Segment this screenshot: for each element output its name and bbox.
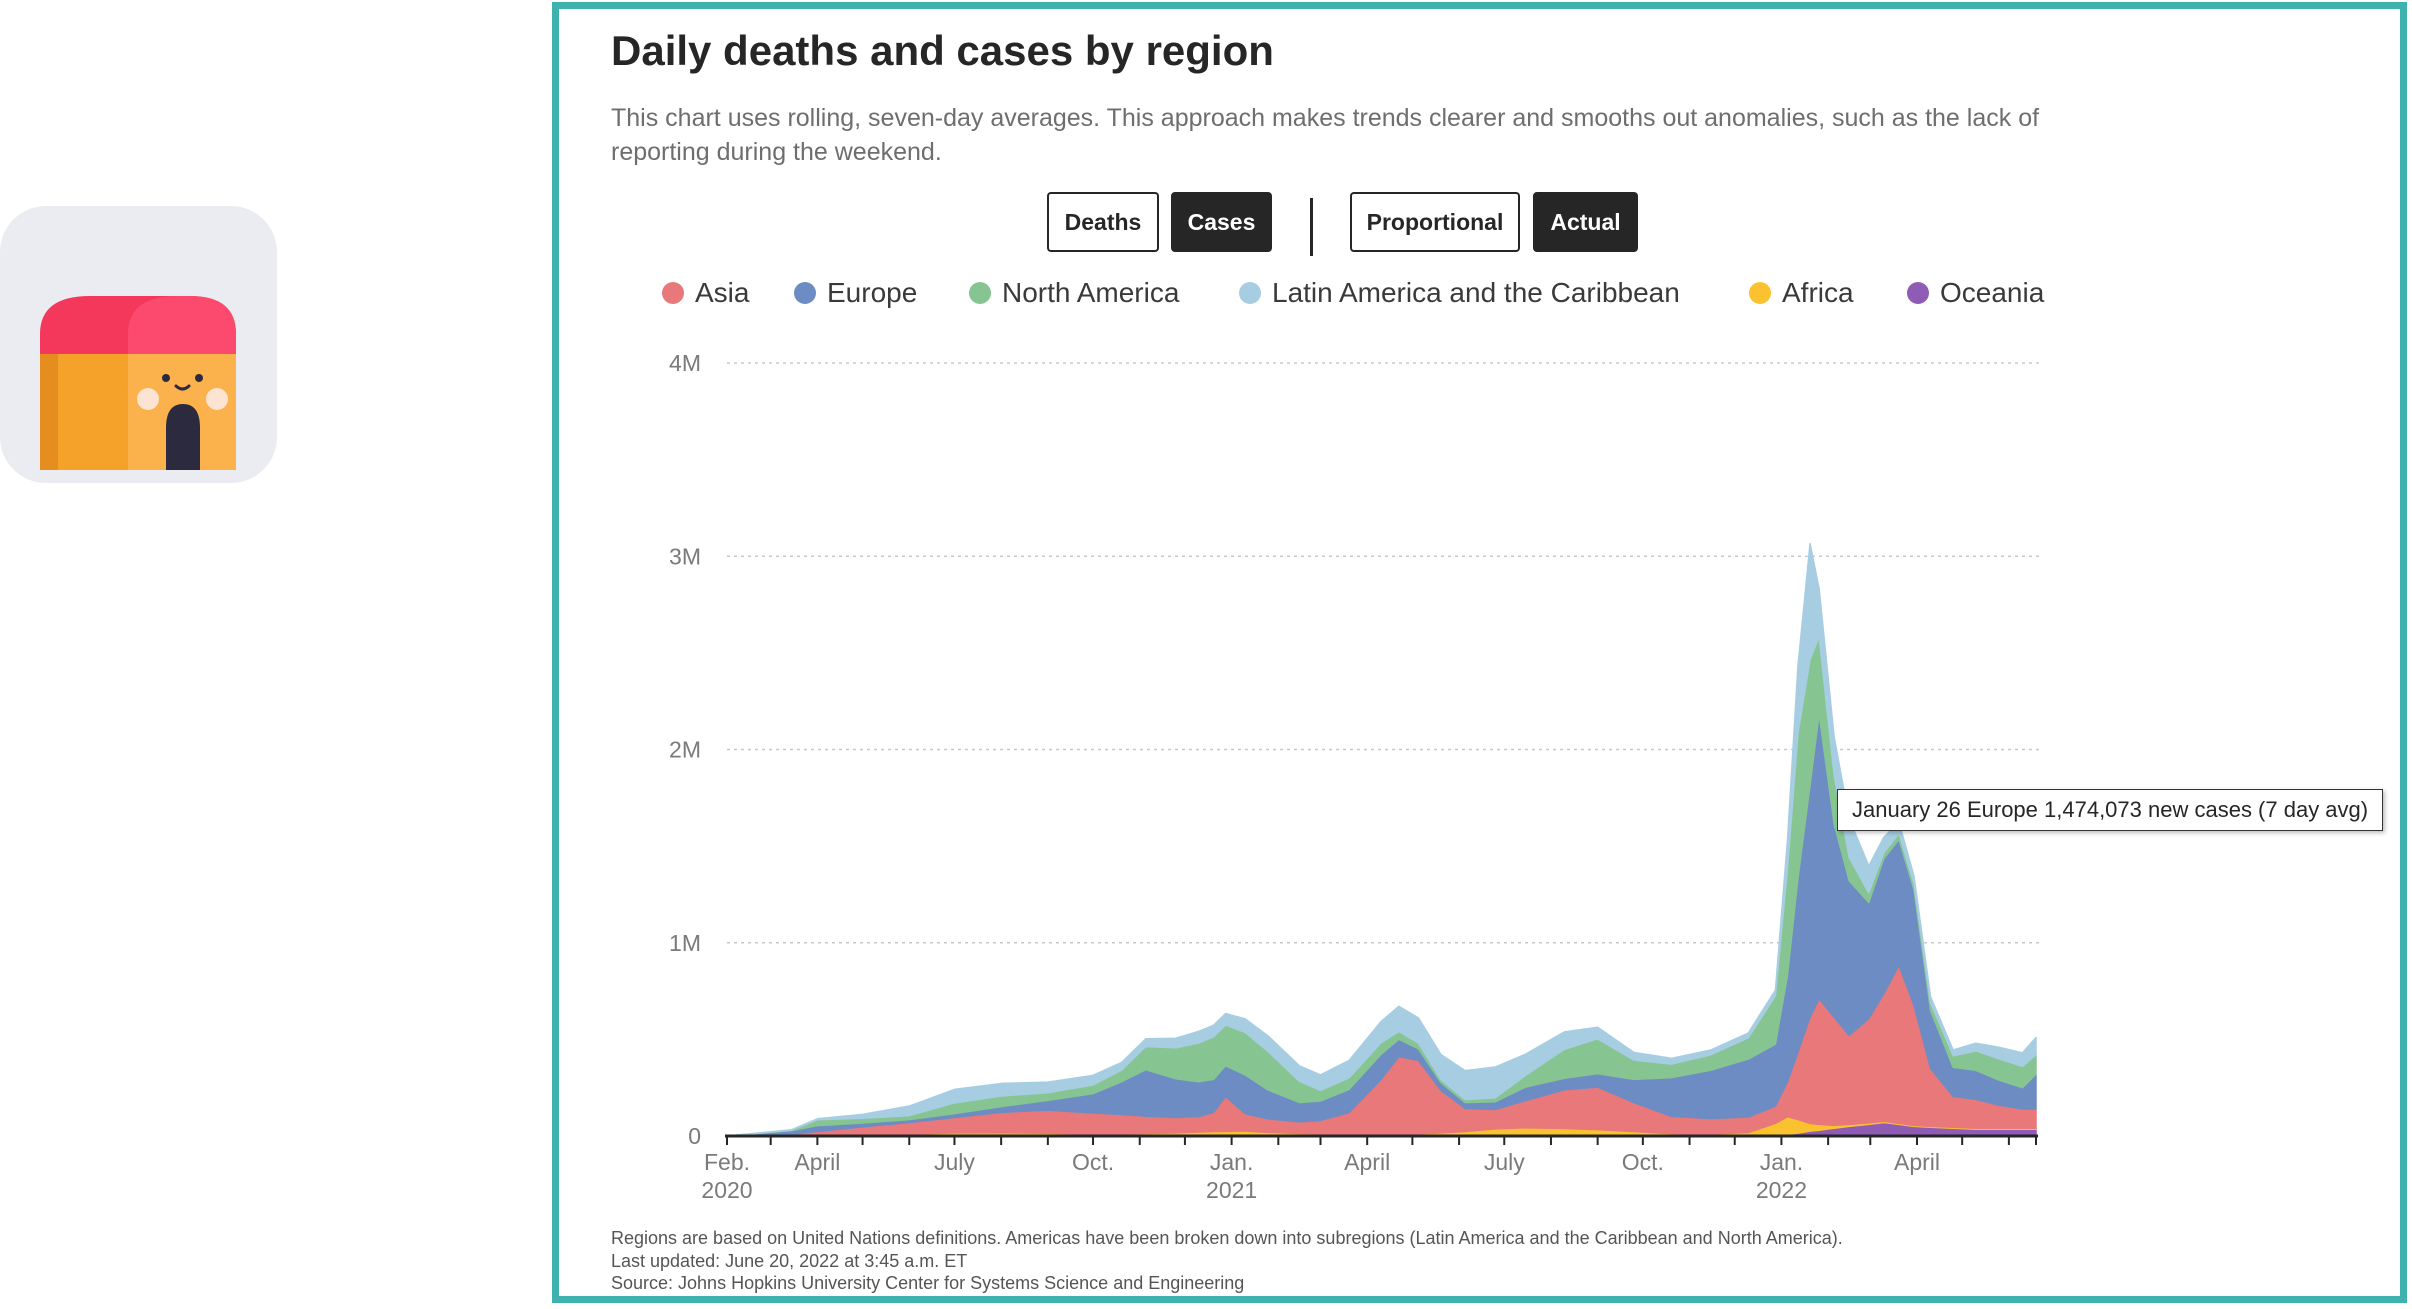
y-tick-label: 1M — [669, 930, 701, 956]
legend-item-oceania[interactable]: Oceania — [1907, 277, 2044, 309]
x-tick-year-label: 2020 — [701, 1177, 752, 1203]
x-tick-label: Oct. — [1072, 1149, 1114, 1175]
x-tick-year-label: 2021 — [1206, 1177, 1257, 1203]
app-icon[interactable] — [0, 206, 277, 483]
chart-toggles: Deaths Cases Proportional Actual — [559, 192, 2400, 256]
legend-label: Oceania — [1940, 277, 2045, 308]
legend-item-europe[interactable]: Europe — [794, 277, 917, 309]
legend-swatch — [1907, 282, 1929, 304]
legend-item-asia[interactable]: Asia — [662, 277, 749, 309]
legend-swatch — [662, 282, 684, 304]
footnote-regions: Regions are based on United Nations defi… — [611, 1228, 1843, 1248]
chart-footnotes: Regions are based on United Nations defi… — [611, 1227, 1843, 1295]
y-tick-label: 2M — [669, 737, 701, 763]
x-tick-label: July — [1484, 1149, 1525, 1175]
x-tick-label: Jan. — [1210, 1149, 1253, 1175]
chart-subtitle: This chart uses rolling, seven-day avera… — [611, 104, 2040, 166]
legend-label: Africa — [1782, 277, 1854, 308]
y-tick-label: 3M — [669, 543, 701, 569]
x-tick-label: Oct. — [1622, 1149, 1664, 1175]
footnote-source: Source: Johns Hopkins University Center … — [611, 1273, 1245, 1293]
footnote-last-updated: Last updated: June 20, 2022 at 3:45 a.m.… — [611, 1250, 968, 1271]
x-tick-label: July — [934, 1149, 975, 1175]
legend-item-africa[interactable]: Africa — [1749, 277, 1854, 309]
chart-tooltip: January 26 Europe 1,474,073 new cases (7… — [1837, 789, 2384, 831]
proportional-toggle-button[interactable]: Proportional — [1350, 192, 1520, 252]
house-face-icon — [40, 296, 236, 470]
actual-toggle-button[interactable]: Actual — [1533, 192, 1638, 252]
legend-label: Asia — [695, 277, 750, 308]
y-tick-label: 0 — [688, 1123, 701, 1149]
legend-label: Europe — [827, 277, 918, 308]
legend-swatch — [1239, 282, 1261, 304]
x-tick-label: Feb. — [704, 1149, 750, 1175]
legend-label: North America — [1002, 277, 1180, 308]
legend-swatch — [969, 282, 991, 304]
chart-legend: Asia Europe North America Latin America and… — [559, 277, 2400, 317]
legend-swatch — [1749, 282, 1771, 304]
chart-panel: Daily deaths and cases by region This ch… — [552, 2, 2407, 1303]
legend-item-north-america[interactable]: North America — [969, 277, 1179, 309]
x-tick-label: April — [1344, 1149, 1390, 1175]
area-series-latin-america-and-the-caribbean — [726, 542, 2037, 1137]
x-tick-year-label: 2022 — [1756, 1177, 1807, 1203]
x-tick-label: April — [794, 1149, 840, 1175]
x-tick-label: April — [1894, 1149, 1940, 1175]
legend-label: Latin America and the Caribbean — [1272, 277, 1680, 308]
y-tick-label: 4M — [669, 350, 701, 376]
legend-swatch — [794, 282, 816, 304]
x-tick-label: Jan. — [1760, 1149, 1803, 1175]
deaths-toggle-button[interactable]: Deaths — [1047, 192, 1159, 252]
cases-toggle-button[interactable]: Cases — [1171, 192, 1272, 252]
chart-title: Daily deaths and cases by region — [611, 27, 1274, 74]
toggle-divider — [1310, 198, 1313, 256]
legend-item-latin-america-and-the-caribbean[interactable]: Latin America and the Caribbean — [1239, 277, 1680, 309]
